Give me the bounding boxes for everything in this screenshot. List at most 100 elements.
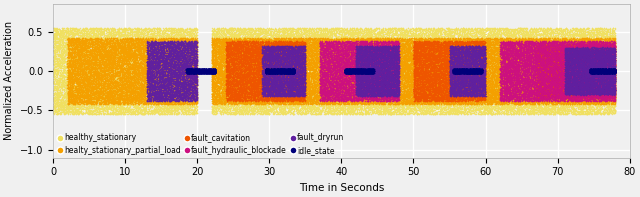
Point	[599, 69, 609, 72]
Point	[512, 39, 522, 42]
Point	[138, 75, 148, 78]
Point	[282, 69, 292, 72]
Point	[399, 82, 409, 85]
Point	[140, 51, 150, 54]
Point	[263, 98, 273, 102]
Point	[586, 73, 596, 76]
Point	[478, 95, 488, 98]
Point	[363, 50, 373, 53]
Point	[490, 94, 500, 97]
Point	[534, 58, 544, 61]
Point	[515, 60, 525, 63]
Point	[188, 71, 198, 74]
Point	[541, 64, 552, 67]
Point	[470, 71, 481, 74]
Point	[237, 107, 248, 110]
Point	[474, 66, 484, 69]
Point	[568, 98, 578, 101]
Point	[282, 51, 292, 54]
Point	[515, 59, 525, 62]
Point	[271, 72, 281, 75]
Point	[320, 109, 330, 112]
Point	[96, 70, 106, 73]
Point	[243, 54, 253, 57]
Point	[351, 71, 362, 74]
Point	[260, 33, 271, 36]
Point	[465, 62, 475, 66]
Point	[239, 96, 250, 99]
Point	[534, 43, 545, 46]
Point	[269, 71, 279, 74]
Point	[318, 77, 328, 80]
Point	[456, 70, 467, 73]
Point	[495, 45, 506, 48]
Point	[188, 46, 198, 50]
Point	[556, 98, 566, 101]
Point	[380, 53, 390, 57]
Point	[387, 90, 397, 93]
Point	[548, 49, 558, 53]
Point	[595, 76, 605, 79]
Point	[250, 75, 260, 78]
Point	[546, 87, 556, 90]
Point	[428, 42, 438, 45]
Point	[371, 48, 381, 51]
Point	[190, 68, 200, 71]
Point	[257, 43, 267, 46]
Point	[608, 98, 618, 101]
Point	[591, 68, 601, 72]
Point	[330, 70, 340, 73]
Point	[182, 59, 192, 63]
Point	[559, 65, 570, 68]
Point	[191, 52, 201, 56]
Point	[535, 72, 545, 75]
Point	[191, 110, 201, 113]
Point	[416, 69, 426, 72]
Point	[493, 61, 504, 64]
Point	[86, 102, 97, 105]
Point	[610, 85, 620, 88]
Point	[466, 70, 476, 73]
Point	[571, 45, 581, 48]
Point	[598, 77, 609, 80]
Point	[247, 69, 257, 72]
Point	[134, 66, 145, 70]
Point	[256, 82, 266, 85]
Point	[467, 66, 477, 70]
Point	[286, 85, 296, 88]
Point	[387, 63, 397, 66]
Point	[277, 54, 287, 57]
Point	[293, 76, 303, 80]
Point	[59, 74, 69, 78]
Point	[445, 109, 456, 112]
Point	[513, 60, 523, 64]
Point	[281, 68, 291, 71]
Point	[579, 52, 589, 55]
Point	[570, 74, 580, 78]
Point	[522, 42, 532, 45]
Point	[476, 69, 486, 72]
Point	[605, 74, 616, 77]
Point	[92, 46, 102, 50]
Point	[100, 92, 111, 95]
Point	[467, 58, 477, 61]
Point	[332, 67, 342, 71]
Point	[452, 72, 462, 76]
Point	[346, 89, 356, 92]
Point	[539, 77, 549, 81]
Point	[315, 67, 325, 70]
Point	[309, 46, 319, 49]
Point	[516, 50, 527, 54]
Point	[116, 97, 127, 100]
Point	[470, 67, 480, 70]
Point	[502, 32, 513, 35]
Point	[562, 83, 572, 86]
Point	[448, 91, 458, 94]
Point	[291, 73, 301, 76]
Point	[589, 68, 600, 71]
Point	[186, 71, 196, 74]
Point	[186, 88, 196, 91]
Point	[51, 93, 61, 96]
Point	[285, 85, 295, 89]
Point	[567, 47, 577, 50]
